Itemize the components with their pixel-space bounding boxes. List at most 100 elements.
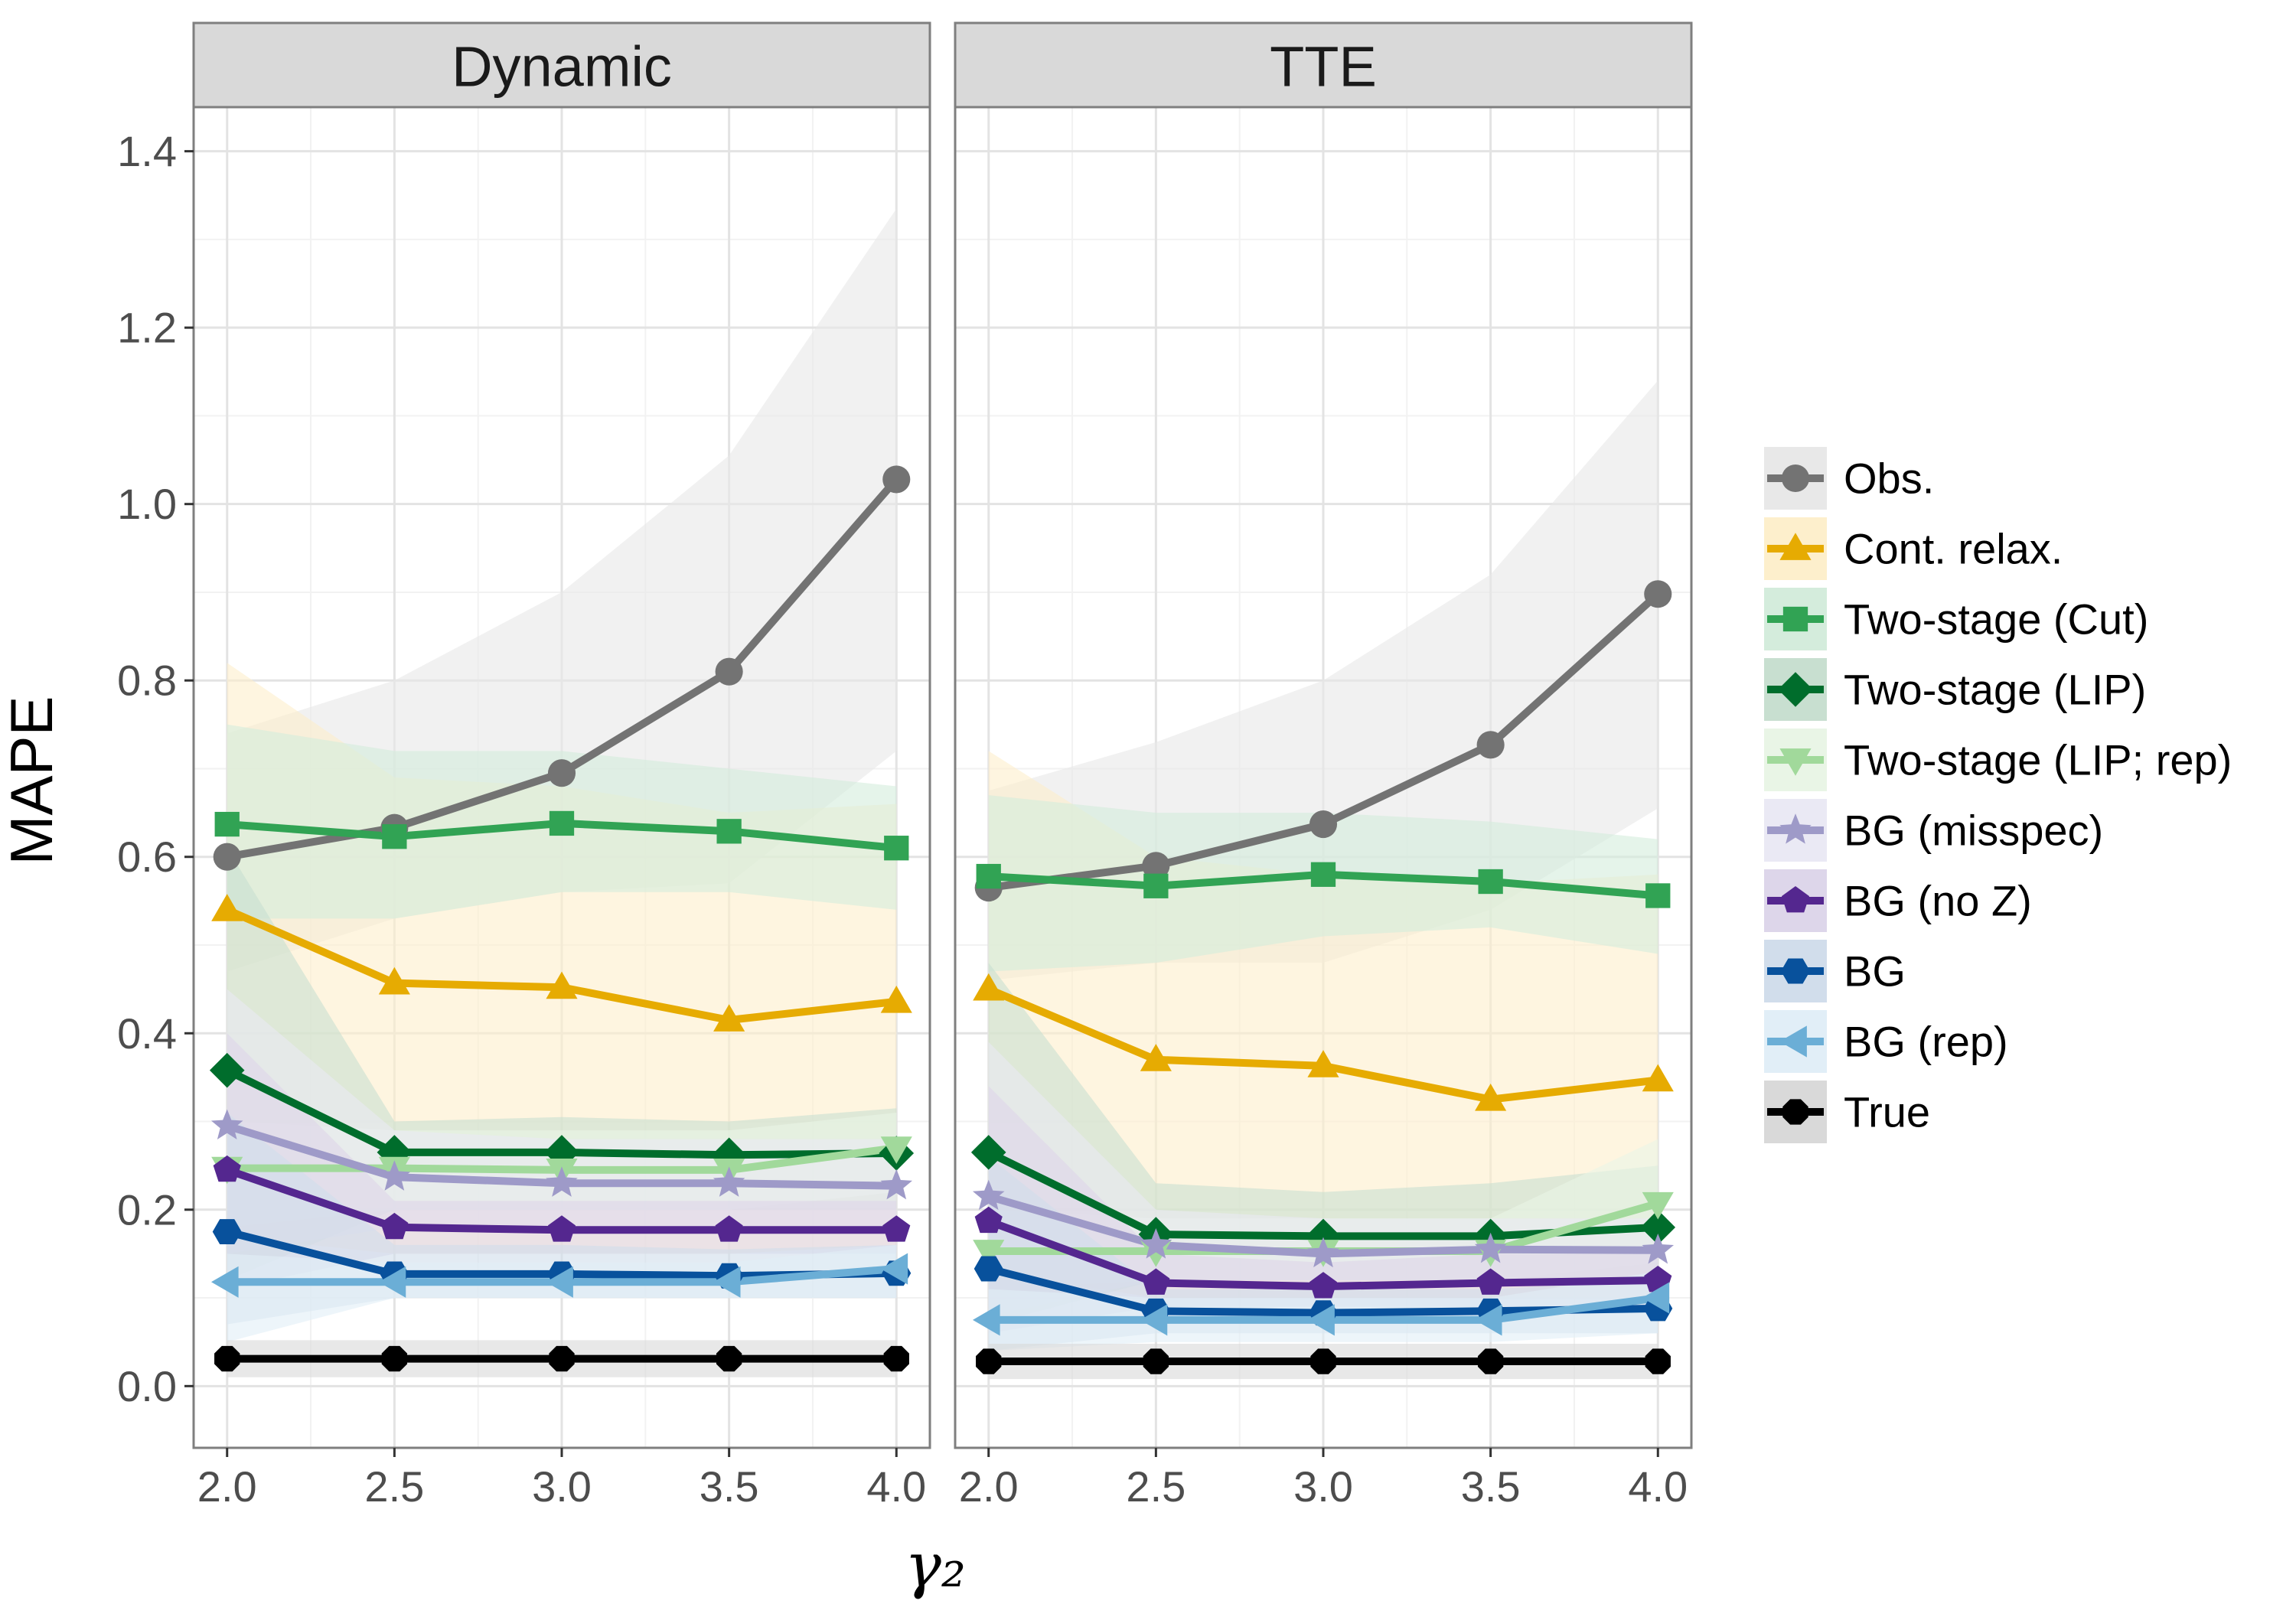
x-tick-label: 4.0 (866, 1462, 926, 1511)
point-obs (213, 843, 241, 871)
y-axis-title: MAPE (0, 696, 65, 865)
point-cont-relax (1642, 1064, 1674, 1092)
x-tick-label: 2.0 (197, 1462, 257, 1511)
legend-label: BG (1844, 947, 1906, 996)
legend-label: Cont. relax. (1844, 525, 2063, 573)
x-tick-label: 2.5 (364, 1462, 424, 1511)
y-tick-label: 0.6 (117, 833, 177, 881)
point-cont-relax (713, 1004, 745, 1032)
x-tick-label: 3.0 (532, 1462, 592, 1511)
strip-background (954, 21, 1693, 109)
x-tick-label: 3.0 (1293, 1462, 1353, 1511)
point-cont-relax (1307, 1050, 1339, 1077)
legend-item-obs: Obs. (1764, 447, 1934, 510)
point-bg-rep (972, 1304, 1000, 1336)
legend-item-bg-rep: BG (rep) (1764, 1010, 2008, 1073)
point-bg-no-z (547, 1215, 576, 1242)
x-axis: 2.0 2.5 3.0 3.5 4.0 (959, 1448, 1688, 1511)
point-bg-no-z (1476, 1268, 1505, 1295)
point-bg-rep (1140, 1304, 1168, 1336)
point-bg-misspec (880, 1169, 913, 1200)
point-bg-misspec (1474, 1232, 1507, 1263)
y-tick-label: 1.0 (117, 480, 177, 528)
point-cont-relax (378, 966, 410, 995)
point-two-stage-cut (549, 810, 575, 836)
point-cont-relax (1475, 1083, 1507, 1111)
legend-key-marker (1781, 958, 1810, 984)
legend-item-two-stage-cut: Two-stage (Cut) (1764, 588, 2148, 650)
point-two-stage-cut (1645, 883, 1671, 908)
point-two-stage-cut (1310, 862, 1336, 887)
y-tick-label: 0.8 (117, 657, 177, 705)
point-obs (882, 465, 911, 494)
x-tick-label: 2.5 (1126, 1462, 1186, 1511)
strip-background (192, 21, 931, 109)
legend-label: Two-stage (LIP) (1844, 666, 2146, 714)
legend-key-marker (1781, 464, 1810, 493)
legend-item-two-stage-lip-rep: Two-stage (LIP; rep) (1764, 729, 2232, 791)
legend-key-marker (1779, 813, 1812, 844)
legend-key-marker (1782, 606, 1808, 632)
point-true (1310, 1348, 1336, 1374)
point-cont-relax (1140, 1044, 1172, 1071)
point-two-stage-lip (1640, 1210, 1676, 1245)
legend-label: BG (rep) (1844, 1018, 2008, 1066)
point-bg-misspec (972, 1179, 1005, 1211)
x-tick-label: 3.5 (1461, 1462, 1521, 1511)
point-two-stage-lip (711, 1137, 747, 1173)
point-obs (1142, 852, 1170, 880)
point-true (976, 1348, 1002, 1374)
legend-item-two-stage-lip: Two-stage (LIP) (1764, 658, 2146, 721)
y-tick-label: 0.4 (117, 1009, 177, 1058)
point-bg-no-z (974, 1206, 1003, 1234)
point-two-stage-lip (209, 1052, 245, 1088)
point-true (883, 1345, 909, 1372)
y-tick-label: 0.2 (117, 1185, 177, 1234)
point-two-stage-lip-rep (1140, 1240, 1172, 1267)
point-two-stage-lip (544, 1135, 579, 1170)
legend-key-marker (1779, 533, 1812, 560)
point-true (716, 1345, 742, 1372)
point-obs (715, 657, 743, 686)
point-bg-no-z (380, 1212, 409, 1240)
point-bg-no-z (213, 1155, 241, 1182)
point-bg-misspec (713, 1166, 745, 1197)
point-true (1477, 1348, 1504, 1374)
point-bg-rep (1474, 1304, 1502, 1336)
legend-label: BG (no Z) (1844, 877, 2032, 925)
point-bg-misspec (546, 1166, 578, 1197)
point-bg-misspec (378, 1160, 411, 1191)
legend-item-true: True (1764, 1081, 1930, 1143)
point-cont-relax (546, 971, 578, 999)
point-true (381, 1345, 408, 1372)
point-two-stage-cut (382, 824, 407, 849)
point-obs (1476, 731, 1505, 759)
panel-dynamic: Dynamic 2.0 2.5 3.0 3.5 4.0 (192, 21, 931, 1511)
series-markers (970, 580, 1676, 1374)
point-two-stage-lip-rep (973, 1240, 1005, 1267)
legend-key-marker (1779, 748, 1812, 776)
point-true (549, 1345, 575, 1372)
x-axis-title: γ₂ (905, 1530, 966, 1601)
point-two-stage-lip-rep (1642, 1191, 1674, 1220)
point-bg (974, 1256, 1003, 1282)
facet-label: TTE (1270, 35, 1377, 99)
point-bg-misspec (1642, 1233, 1675, 1264)
point-bg-no-z (715, 1215, 743, 1242)
point-cont-relax (880, 986, 912, 1013)
point-two-stage-cut (1478, 869, 1503, 895)
point-two-stage-cut (214, 811, 240, 837)
point-two-stage-cut (716, 819, 742, 844)
legend-label: BG (misspec) (1844, 807, 2103, 855)
legend-key-marker (1779, 1025, 1807, 1058)
point-obs (1644, 580, 1672, 608)
legend-key-marker (1782, 1099, 1808, 1125)
point-two-stage-cut (976, 863, 1001, 889)
legend: Obs. Cont. relax. Two-stage (Cut) Two-stage… (1764, 447, 2232, 1143)
point-true (214, 1345, 240, 1372)
point-obs (547, 759, 576, 787)
y-tick-label: 1.4 (117, 127, 177, 175)
point-bg-rep (210, 1266, 239, 1298)
point-two-stage-lip (970, 1135, 1006, 1170)
